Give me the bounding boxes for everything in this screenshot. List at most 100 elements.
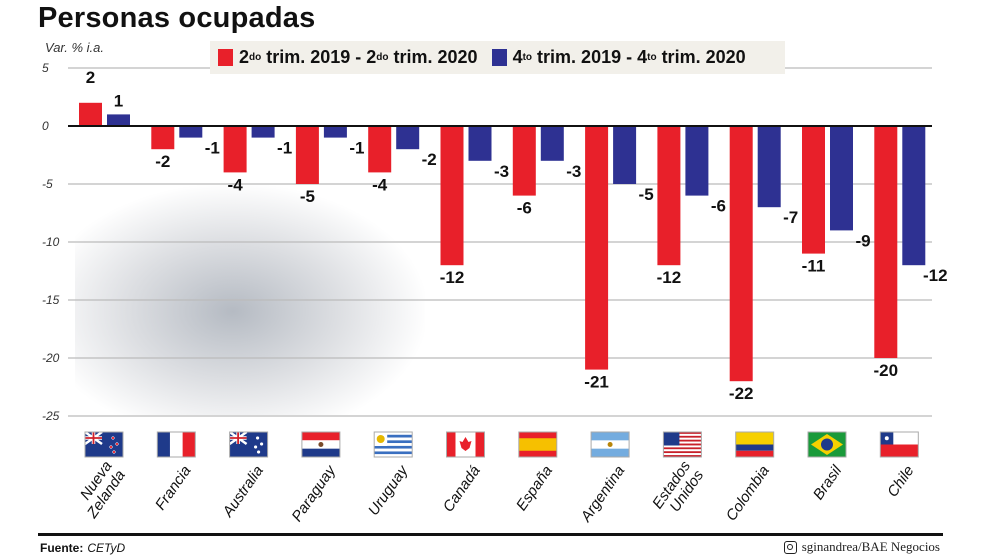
legend-text: 2 xyxy=(239,47,250,67)
data-label: -11 xyxy=(802,257,826,276)
data-label: -9 xyxy=(855,231,870,250)
bar xyxy=(368,126,392,173)
y-tick-label: 0 xyxy=(42,119,49,133)
x-tick-label: Francia xyxy=(152,463,195,514)
legend-text: trim. 2019 - 4 xyxy=(532,47,648,67)
y-tick-label: -25 xyxy=(42,409,60,423)
bar xyxy=(323,126,347,138)
flag-spain-icon xyxy=(518,431,558,458)
x-tick-label-line: Chile xyxy=(884,463,918,501)
bar xyxy=(874,126,898,358)
flag-canada-icon xyxy=(446,431,485,458)
x-tick-label-line: Australia xyxy=(219,463,267,521)
flag-france-icon xyxy=(156,431,196,458)
bar xyxy=(902,126,926,266)
legend-item-series-1: 2 do trim. 2019 - 2 do trim. 2020 xyxy=(218,47,478,68)
y-axis-label: Var. % i.a. xyxy=(45,40,105,55)
data-label: -4 xyxy=(228,175,244,194)
data-label: -5 xyxy=(639,185,654,204)
x-tick-label-line: España xyxy=(513,463,556,514)
data-label: -20 xyxy=(874,361,899,380)
credit: sginandrea/BAE Negocios xyxy=(783,539,940,555)
source-label: Fuente: xyxy=(40,541,84,555)
bar xyxy=(223,126,247,173)
x-tick-label: Paraguay xyxy=(288,461,340,525)
instagram-icon xyxy=(783,540,797,554)
x-tick-label: Colombia xyxy=(723,463,773,525)
flag-colombia-icon xyxy=(735,431,775,458)
legend-swatch xyxy=(218,49,233,66)
data-label: -6 xyxy=(517,199,532,218)
x-tick-label: Australia xyxy=(219,463,267,521)
footer-divider xyxy=(38,533,943,536)
legend: 2 do trim. 2019 - 2 do trim. 2020 4 to trim… xyxy=(210,41,785,74)
chart-title: Personas ocupadas xyxy=(38,2,316,34)
legend-text: do xyxy=(376,52,389,63)
bar xyxy=(151,126,175,150)
bar xyxy=(585,126,609,370)
source: Fuente: CETyD xyxy=(40,541,125,555)
legend-item-series-2: 4 to trim. 2019 - 4 to trim. 2020 xyxy=(491,47,746,68)
x-tick-label-line: Colombia xyxy=(723,463,773,525)
credit-text: sginandrea/BAE Negocios xyxy=(801,539,940,554)
flag-argentina-icon xyxy=(590,431,630,458)
legend-text: to xyxy=(522,52,533,63)
legend-text: do xyxy=(249,52,262,63)
data-label: -4 xyxy=(372,175,388,194)
y-tick-label: -15 xyxy=(42,293,60,307)
data-label: -1 xyxy=(205,139,220,158)
y-tick-label: 5 xyxy=(42,61,49,75)
bar xyxy=(830,126,853,231)
data-label: -12 xyxy=(923,266,948,285)
legend-text: trim. 2020 xyxy=(388,47,478,67)
bar xyxy=(802,126,825,254)
bar xyxy=(685,126,709,196)
data-label: -2 xyxy=(422,150,437,169)
bar xyxy=(613,126,637,184)
data-label: -21 xyxy=(584,373,609,392)
legend-text: trim. 2020 xyxy=(656,47,746,67)
flag-uruguay-icon xyxy=(373,431,413,458)
bar xyxy=(79,102,102,126)
data-label: -7 xyxy=(783,208,798,227)
x-tick-label-line: Francia xyxy=(152,463,195,514)
bar xyxy=(729,126,753,382)
data-label: -22 xyxy=(729,384,754,403)
bar xyxy=(512,126,536,196)
x-tick-label: Canadá xyxy=(440,463,484,516)
x-tick-label-line: Brasil xyxy=(810,462,846,503)
data-label: -5 xyxy=(300,187,315,206)
data-label: -6 xyxy=(711,197,726,216)
bar xyxy=(540,126,564,161)
y-tick-label: -20 xyxy=(42,351,60,365)
x-tick-label-line: Argentina xyxy=(577,463,628,526)
data-label: -3 xyxy=(566,162,581,181)
legend-text: trim. 2019 - 2 xyxy=(261,47,377,67)
y-tick-label: -10 xyxy=(42,235,60,249)
bar xyxy=(396,126,420,150)
bar xyxy=(107,114,130,126)
source-value: CETyD xyxy=(87,541,126,555)
data-label: 1 xyxy=(114,91,123,110)
flag-chile-icon xyxy=(879,431,919,458)
flag-paraguay-icon xyxy=(301,431,341,458)
x-tick-label: Argentina xyxy=(577,463,628,526)
bar xyxy=(179,126,203,138)
x-tick-label-line: Uruguay xyxy=(365,461,412,518)
y-tick-label: -5 xyxy=(42,177,53,191)
x-tick-label: Uruguay xyxy=(365,461,412,518)
data-label: -12 xyxy=(440,268,465,287)
flag-united-states-icon xyxy=(662,431,702,458)
x-tick-label: Chile xyxy=(884,463,918,501)
legend-text: 4 xyxy=(512,47,523,67)
data-label: -1 xyxy=(349,139,364,158)
bar xyxy=(468,126,492,161)
x-tick-label-line: Paraguay xyxy=(288,461,340,525)
legend-swatch xyxy=(491,49,507,66)
data-label: 2 xyxy=(86,68,95,87)
data-label: -1 xyxy=(277,139,292,158)
x-tick-label: Brasil xyxy=(810,462,846,503)
